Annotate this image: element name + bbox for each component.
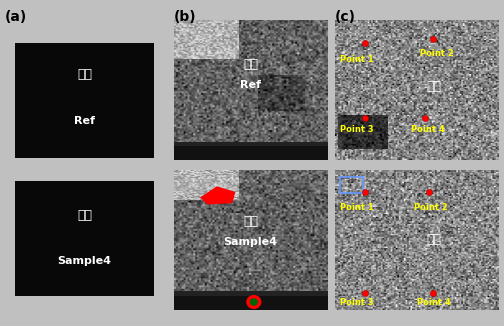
Circle shape (250, 299, 257, 305)
Text: Sample4: Sample4 (224, 237, 278, 247)
Bar (174, 291, 328, 296)
Polygon shape (200, 186, 235, 205)
Text: Point 4: Point 4 (410, 125, 444, 134)
Bar (15, 43, 154, 158)
Text: Ref: Ref (240, 81, 261, 90)
Text: Sample4: Sample4 (57, 256, 111, 266)
Bar (340, 177, 363, 193)
Text: Point 2: Point 2 (420, 49, 454, 58)
Bar (174, 141, 328, 146)
Text: Point 1: Point 1 (340, 55, 374, 64)
Circle shape (247, 296, 261, 308)
Text: 정상: 정상 (77, 68, 92, 82)
Text: 불량: 불량 (243, 215, 258, 228)
Bar (15, 181, 154, 296)
Text: (c): (c) (335, 10, 356, 24)
Text: Point 3: Point 3 (340, 125, 373, 134)
Text: 정상: 정상 (243, 58, 258, 71)
Text: Point 3: Point 3 (340, 299, 373, 307)
Text: 정상: 정상 (426, 80, 441, 93)
Text: Point 2: Point 2 (414, 203, 448, 212)
Bar (174, 296, 328, 310)
Text: Point 4: Point 4 (417, 299, 451, 307)
Text: (a): (a) (5, 10, 27, 24)
Text: Point 1: Point 1 (340, 203, 374, 212)
Text: Ref: Ref (74, 116, 95, 126)
Text: (b): (b) (174, 10, 197, 24)
Bar (174, 146, 328, 160)
Text: 불량: 불량 (77, 209, 92, 222)
Text: 불량: 불량 (426, 233, 441, 246)
